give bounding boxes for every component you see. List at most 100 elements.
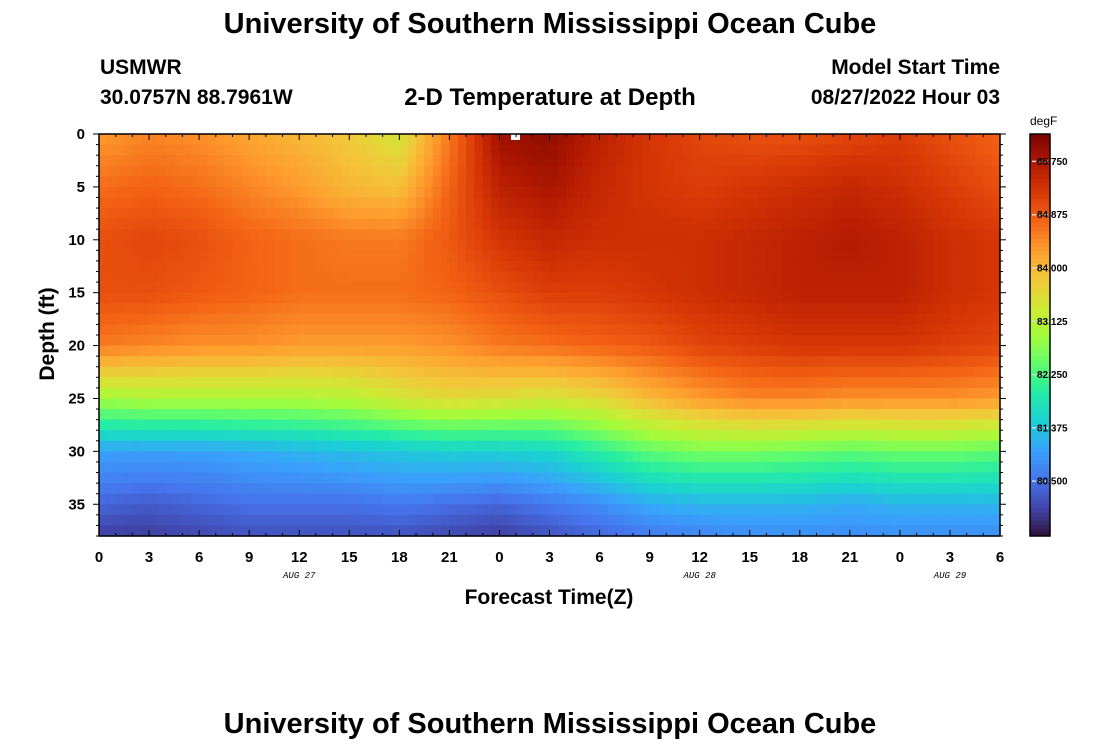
heatmap-cell <box>549 176 559 188</box>
heatmap-cell <box>566 155 576 167</box>
heatmap-cell <box>432 409 442 421</box>
heatmap-cell <box>858 165 868 177</box>
heatmap-cell <box>157 504 167 516</box>
heatmap-cell <box>699 366 709 378</box>
station-coordinates: 30.0757N 88.7961W <box>100 86 293 109</box>
heatmap-cell <box>691 324 701 336</box>
heatmap-cell <box>282 324 292 336</box>
heatmap-cell <box>382 229 392 241</box>
heatmap-cell <box>107 504 117 516</box>
heatmap-cell <box>708 229 717 241</box>
heatmap-cell <box>516 356 526 368</box>
heatmap-cell <box>382 419 392 431</box>
heatmap-cell <box>966 483 976 495</box>
heatmap-cell <box>899 208 909 220</box>
heatmap-cell <box>307 155 317 167</box>
heatmap-cell <box>899 514 909 527</box>
heatmap-cell <box>816 144 826 156</box>
heatmap-cell <box>174 335 184 347</box>
heatmap-cell <box>983 440 993 452</box>
heatmap-cell <box>507 514 517 527</box>
heatmap-cell <box>349 483 359 495</box>
heatmap-cell <box>532 324 542 336</box>
heatmap-cell <box>290 461 300 474</box>
heatmap-cell <box>866 292 876 304</box>
heatmap-cell <box>733 472 742 484</box>
heatmap-cell <box>682 144 692 156</box>
heatmap-cell <box>290 472 300 484</box>
heatmap-cell <box>416 356 425 368</box>
heatmap-cell <box>190 335 200 347</box>
heatmap-cell <box>733 430 742 442</box>
heatmap-cell <box>307 387 317 400</box>
heatmap-cell <box>616 229 626 241</box>
heatmap-cell <box>716 493 726 505</box>
heatmap-cell <box>616 250 626 262</box>
heatmap-cell <box>257 292 267 304</box>
heatmap-cell <box>124 271 133 283</box>
heatmap-cell <box>407 303 417 315</box>
heatmap-cell <box>416 186 425 199</box>
heatmap-cell <box>466 419 476 431</box>
heatmap-cell <box>849 250 859 262</box>
heatmap-cell <box>290 430 300 442</box>
heatmap-cell <box>949 303 959 315</box>
heatmap-cell <box>657 229 667 241</box>
heatmap-cell <box>124 229 133 241</box>
heatmap-cell <box>491 493 501 505</box>
heatmap-cell <box>866 483 876 495</box>
heatmap-cell <box>390 165 400 177</box>
heatmap-cell <box>774 387 784 400</box>
heatmap-cell <box>382 282 392 294</box>
heatmap-cell <box>265 155 275 167</box>
heatmap-cell <box>115 324 125 336</box>
heatmap-cell <box>124 134 133 146</box>
heatmap-cell <box>532 387 542 400</box>
heatmap-cell <box>566 514 576 527</box>
heatmap-cell <box>991 398 1001 410</box>
heatmap-cell <box>682 303 692 315</box>
heatmap-cell <box>799 419 809 431</box>
heatmap-cell <box>349 186 359 199</box>
heatmap-cell <box>207 165 217 177</box>
heatmap-cell <box>808 324 818 336</box>
heatmap-cell <box>390 176 400 188</box>
heatmap-cell <box>582 387 592 400</box>
heatmap-cell <box>674 493 684 505</box>
heatmap-cell <box>649 345 659 357</box>
heatmap-cell <box>499 472 509 484</box>
heatmap-cell <box>207 218 217 230</box>
heatmap-cell <box>682 387 692 400</box>
heatmap-cell <box>699 197 709 209</box>
heatmap-cell <box>224 419 234 431</box>
heatmap-cell <box>724 335 734 347</box>
heatmap-cell <box>816 525 826 537</box>
heatmap-cell <box>933 483 943 495</box>
heatmap-cell <box>265 409 275 421</box>
heatmap-cell <box>566 134 576 146</box>
model-start-label: Model Start Time <box>831 56 1000 79</box>
heatmap-cell <box>149 250 158 262</box>
heatmap-cell <box>524 144 534 156</box>
heatmap-cell <box>407 218 417 230</box>
heatmap-cell <box>232 345 242 357</box>
heatmap-cell <box>941 144 951 156</box>
heatmap-cell <box>741 451 751 463</box>
heatmap-cell <box>916 250 926 262</box>
heatmap-cell <box>816 419 826 431</box>
heatmap-cell <box>716 165 726 177</box>
heatmap-cell <box>432 229 442 241</box>
heatmap-cell <box>524 155 534 167</box>
heatmap-cell <box>140 430 150 442</box>
heatmap-cell <box>883 165 893 177</box>
heatmap-cell <box>616 155 626 167</box>
heatmap-cell <box>290 165 300 177</box>
heatmap-cell <box>808 409 818 421</box>
heatmap-cell <box>482 313 492 326</box>
heatmap-cell <box>365 461 375 474</box>
heatmap-cell <box>833 144 843 156</box>
heatmap-cell <box>124 377 133 389</box>
heatmap-cell <box>716 440 726 452</box>
heatmap-cell <box>332 493 342 505</box>
heatmap-cell <box>766 430 776 442</box>
